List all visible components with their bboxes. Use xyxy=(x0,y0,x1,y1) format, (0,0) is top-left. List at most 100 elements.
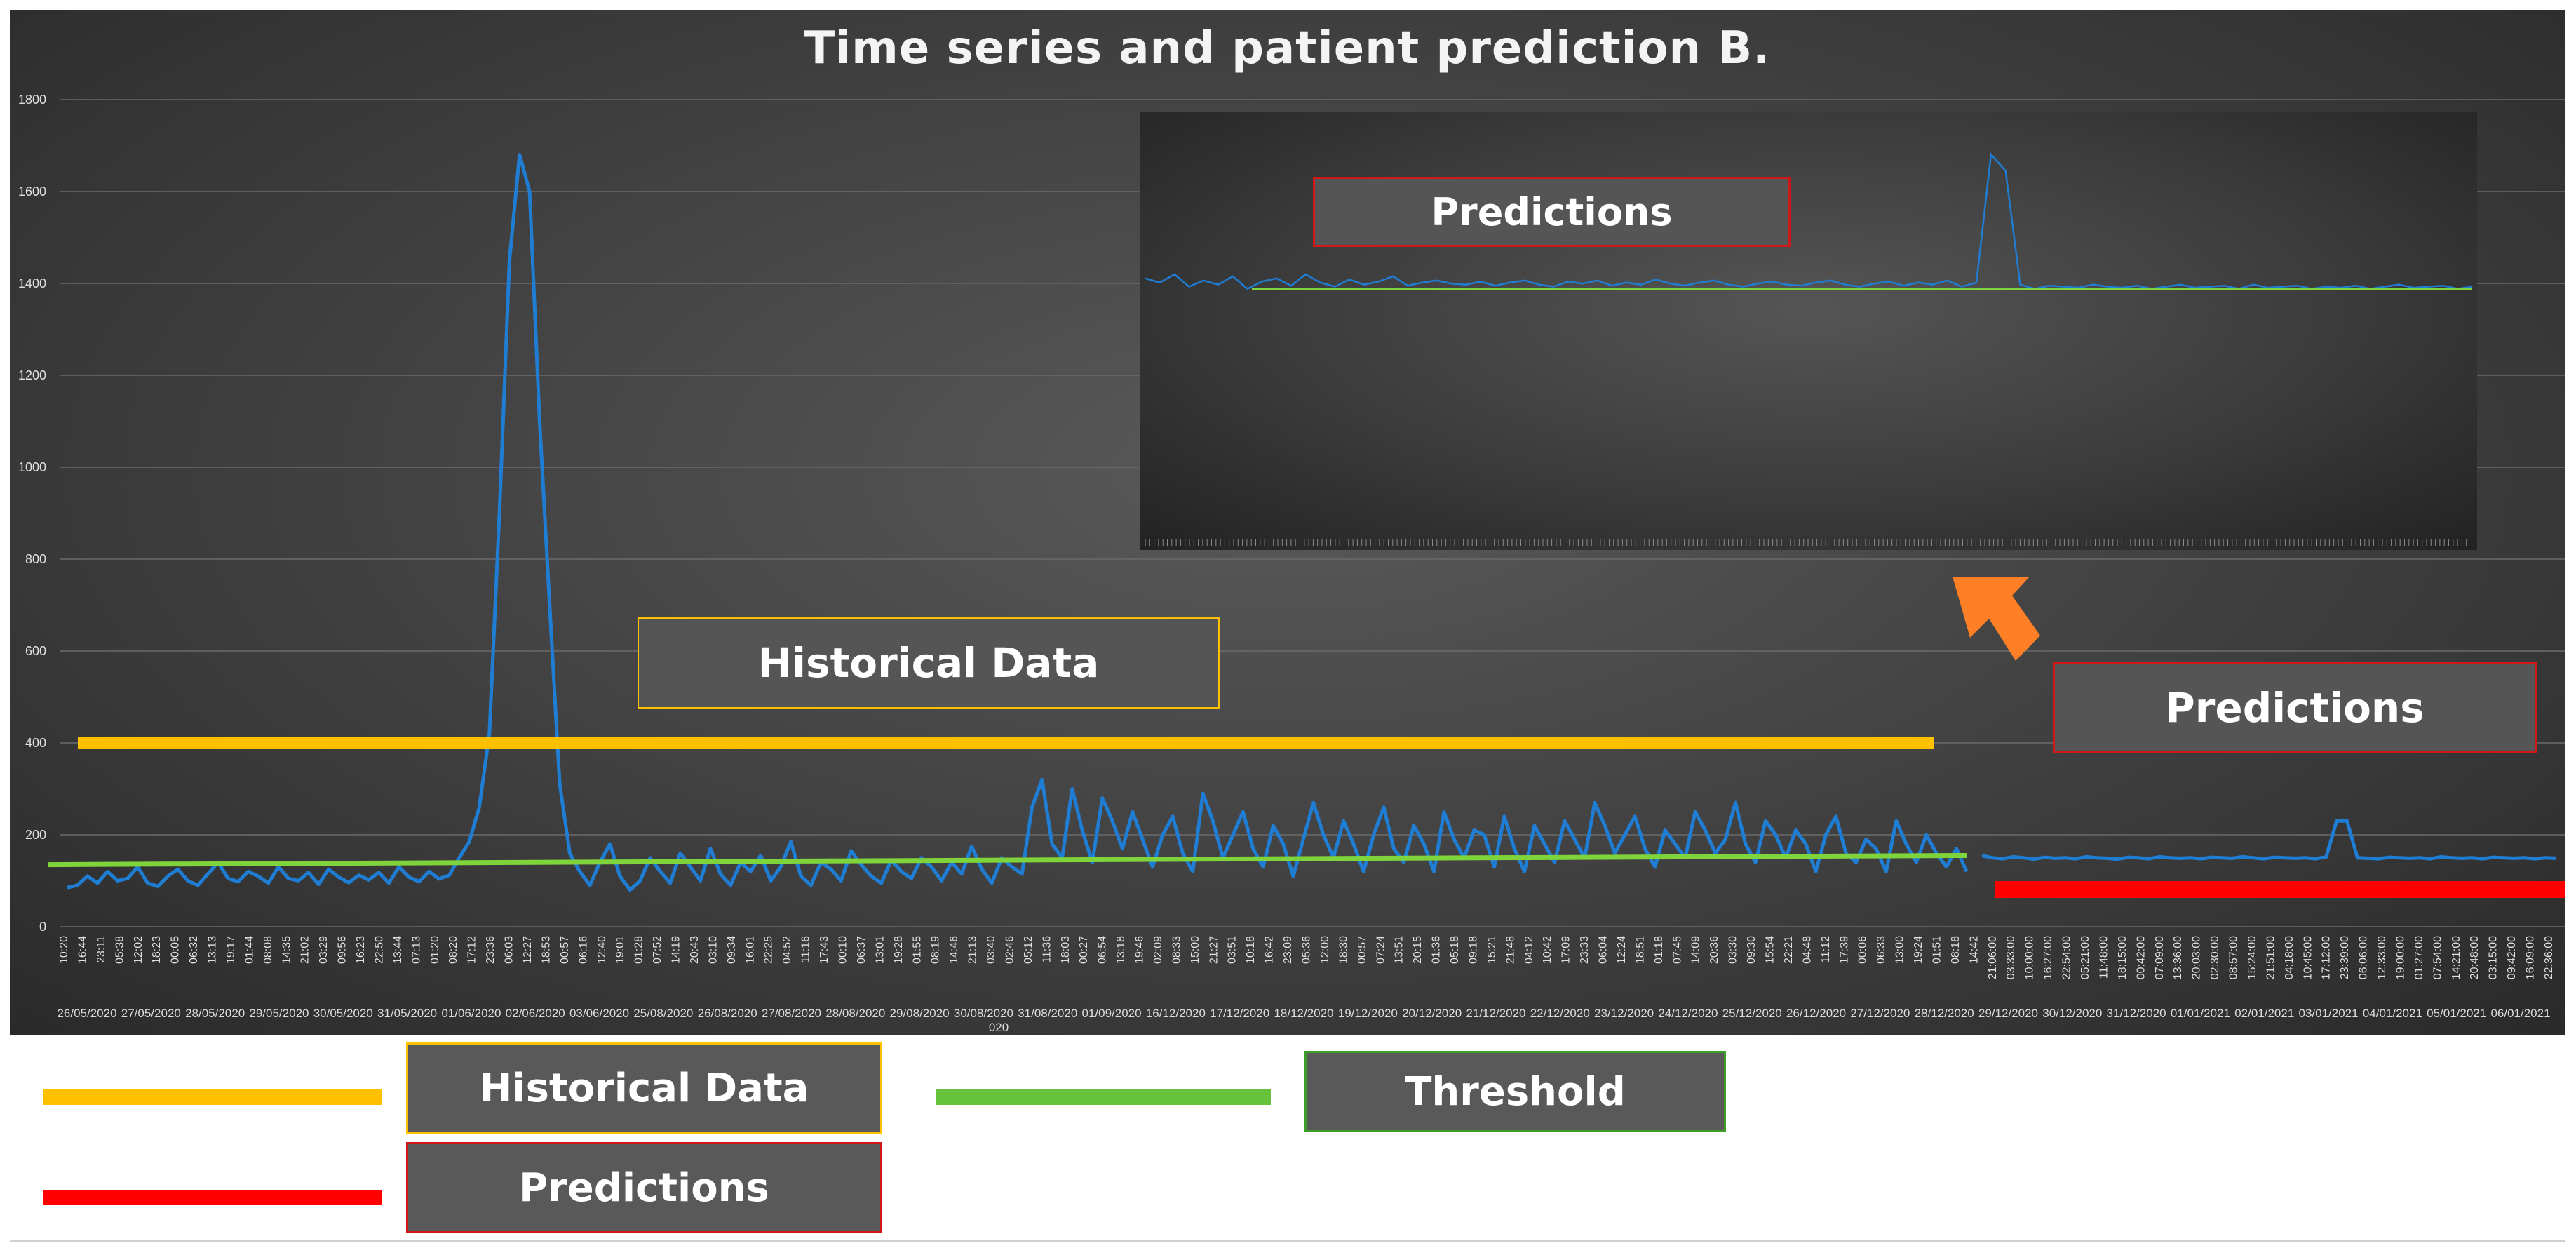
x-tick-label: 18:51 xyxy=(1634,936,1646,964)
x-tick-label: 09:34 xyxy=(726,936,738,964)
x-tick-label: 05:21:00 xyxy=(2079,936,2091,979)
y-tick-label: 1200 xyxy=(18,368,46,382)
x-tick-label: 18:53 xyxy=(540,936,552,964)
x-tick-label: 10:20 xyxy=(58,936,70,964)
x-date-label: 27/12/2020 xyxy=(1850,1007,1910,1020)
x-tick-label: 06:16 xyxy=(577,936,589,964)
x-tick-label: 01:36 xyxy=(1431,936,1443,964)
legend-swatch-threshold xyxy=(936,1089,1271,1105)
x-date-label: 29/08/2020 xyxy=(890,1007,950,1020)
x-tick-label: 20:03:00 xyxy=(2191,936,2203,979)
x-date-label: 31/05/2020 xyxy=(377,1007,437,1020)
x-tick-label: 16:23 xyxy=(355,936,367,964)
x-tick-label: 11:48:00 xyxy=(2098,936,2110,979)
x-tick-label: 10:00:00 xyxy=(2024,936,2036,979)
legend-swatch-predictions xyxy=(43,1190,382,1205)
chart-title: Time series and patient prediction B. xyxy=(804,22,1771,74)
x-tick-label: 16:01 xyxy=(744,936,756,964)
x-tick-label: 14:46 xyxy=(948,936,960,964)
x-tick-label: 18:15:00 xyxy=(2117,936,2129,979)
x-tick-label: 13:00 xyxy=(1894,936,1906,964)
x-tick-label: 18:23 xyxy=(151,936,163,964)
x-tick-label: 19:24 xyxy=(1913,936,1924,964)
x-tick-label: 08:33 xyxy=(1171,936,1182,964)
x-tick-label: 13:44 xyxy=(392,936,404,964)
chart-panel: Time series and patient prediction B. 0 2… xyxy=(10,10,2565,1035)
x-tick-label: 23:33 xyxy=(1579,936,1591,964)
x-tick-label: 07:54:00 xyxy=(2432,936,2443,979)
x-tick-label: 03:51 xyxy=(1227,936,1239,964)
x-tick-label: 23:36 xyxy=(485,936,497,964)
x-tick-label: 03:30 xyxy=(1727,936,1739,964)
x-tick-label: 12:24 xyxy=(1616,936,1628,964)
x-date-label: 25/08/2020 xyxy=(633,1007,693,1020)
x-tick-label: 06:33 xyxy=(1875,936,1887,964)
inset-plot xyxy=(1145,152,2473,546)
x-tick-label: 20:48:00 xyxy=(2469,936,2481,979)
x-tick-label: 23:39:00 xyxy=(2339,936,2351,979)
inset-series-line xyxy=(1145,152,2473,290)
y-tick-label: 1000 xyxy=(18,460,46,474)
x-tick-label: 04:48 xyxy=(1801,936,1813,964)
y-tick-label: 0 xyxy=(39,920,46,934)
x-tick-label: 08:19 xyxy=(930,936,942,964)
x-date-label: 24/12/2020 xyxy=(1658,1007,1718,1020)
x-tick-label: 00:05 xyxy=(170,936,182,964)
x-tick-label: 06:32 xyxy=(188,936,200,964)
x-tick-label: 10:42 xyxy=(1542,936,1553,964)
x-date-label: 28/08/2020 xyxy=(825,1007,885,1020)
x-tick-label: 13:51 xyxy=(1394,936,1405,964)
x-date-label: 27/05/2020 xyxy=(121,1007,181,1020)
x-tick-label: 16:27:00 xyxy=(2042,936,2054,979)
x-date-label: 26/05/2020 xyxy=(57,1007,116,1020)
x-tick-label: 15:54 xyxy=(1765,936,1776,964)
x-tick-label: 06:06:00 xyxy=(2358,936,2370,979)
x-tick-label: 16:44 xyxy=(76,936,88,964)
x-date-label: 03/01/2021 xyxy=(2299,1007,2359,1020)
inset-chart: Predictions xyxy=(1140,112,2477,550)
x-date-label: 30/08/2020 xyxy=(954,1007,1013,1020)
x-tick-label: 01:28 xyxy=(633,936,645,964)
x-tick-label: 06:37 xyxy=(856,936,868,964)
x-tick-label: 19:46 xyxy=(1134,936,1146,964)
x-tick-label: 22:54:00 xyxy=(2061,936,2073,979)
x-date-label: 03/06/2020 xyxy=(569,1007,629,1020)
x-tick-label: 04:18:00 xyxy=(2284,936,2295,979)
x-tick-label: 20:15 xyxy=(1412,936,1424,964)
y-tick-label: 400 xyxy=(25,736,46,750)
x-date-label: 30/05/2020 xyxy=(313,1007,373,1020)
arrow-icon xyxy=(1953,577,2040,661)
y-tick-label: 600 xyxy=(25,644,46,658)
legend-swatch-history xyxy=(43,1089,382,1105)
x-tick-label: 01:18 xyxy=(1653,936,1665,964)
x-date-label: 04/01/2021 xyxy=(2363,1007,2422,1020)
x-tick-label: 00:06 xyxy=(1857,936,1869,964)
x-tick-label: 22:36:00 xyxy=(2543,936,2555,979)
x-tick-label: 03:10 xyxy=(707,936,719,964)
x-tick-label: 23:11 xyxy=(95,936,107,963)
x-date-label: 28/05/2020 xyxy=(185,1007,245,1020)
x-tick-label: 06:04 xyxy=(1598,936,1610,964)
x-date-label: 01/01/2021 xyxy=(2171,1007,2230,1020)
y-tick-label: 200 xyxy=(25,828,46,842)
x-tick-label: 22:50 xyxy=(373,936,385,964)
y-tick-label: 1600 xyxy=(18,184,46,199)
x-tick-label: 16:09:00 xyxy=(2525,936,2537,979)
y-tick-label: 800 xyxy=(25,552,46,566)
x-tick-label: 08:18 xyxy=(1950,936,1962,964)
x-date-label: 28/12/2020 xyxy=(1915,1007,1974,1020)
x-tick-label: 14:35 xyxy=(281,936,292,964)
x-tick-label: 05:18 xyxy=(1449,936,1461,964)
legend-label-predictions: Predictions xyxy=(406,1142,882,1233)
x-date-label: 18/12/2020 xyxy=(1274,1007,1333,1020)
x-tick-label: 13:01 xyxy=(874,936,886,964)
prediction-series-line xyxy=(1981,819,2556,861)
x-tick-label: 07:09:00 xyxy=(2154,936,2166,979)
x-date-label: 29/05/2020 xyxy=(249,1007,309,1020)
y-tick-label: 1400 xyxy=(18,276,46,290)
x-tick-label: 13:36:00 xyxy=(2172,936,2184,979)
x-tick-label: 18:30 xyxy=(1337,936,1349,964)
x-tick-label: 11:36 xyxy=(1041,936,1053,963)
threshold-line xyxy=(48,852,1967,868)
